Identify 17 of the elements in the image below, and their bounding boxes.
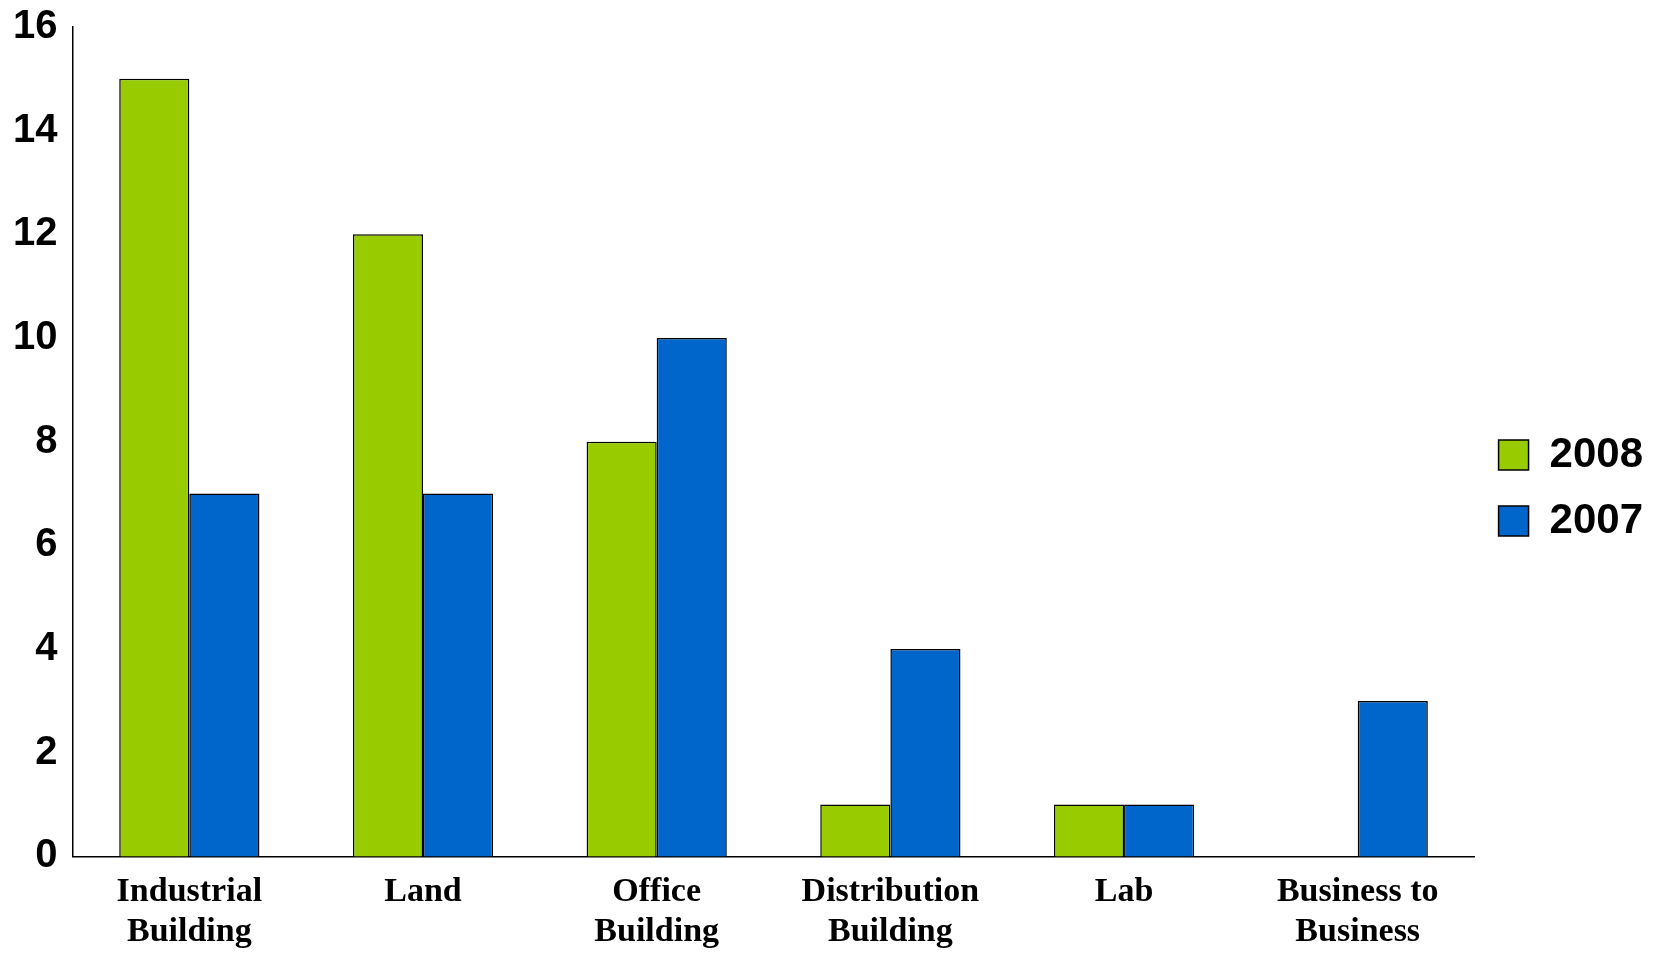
y-tick-label: 10 <box>12 313 58 358</box>
x-tick-label: Office Building <box>594 870 720 949</box>
x-tick-label: Distribution Building <box>801 870 980 949</box>
y-tick-label: 0 <box>35 831 58 876</box>
y-tick-label: 16 <box>12 2 58 47</box>
legend-label: 2007 <box>1549 494 1643 542</box>
y-tick-label: 2 <box>35 727 58 772</box>
y-tick-label: 12 <box>12 209 58 254</box>
x-tick-label: Lab <box>1094 870 1154 908</box>
x-tick-label: Business to Business <box>1276 870 1439 949</box>
y-tick-label: 4 <box>35 624 59 669</box>
legend-label: 2008 <box>1549 428 1643 476</box>
y-tick-label: 8 <box>35 416 58 461</box>
y-tick-label: 6 <box>35 520 58 565</box>
y-tick-label: 14 <box>12 105 59 150</box>
x-tick-label: Industrial Building <box>116 870 263 949</box>
x-tick-label: Land <box>384 870 462 908</box>
